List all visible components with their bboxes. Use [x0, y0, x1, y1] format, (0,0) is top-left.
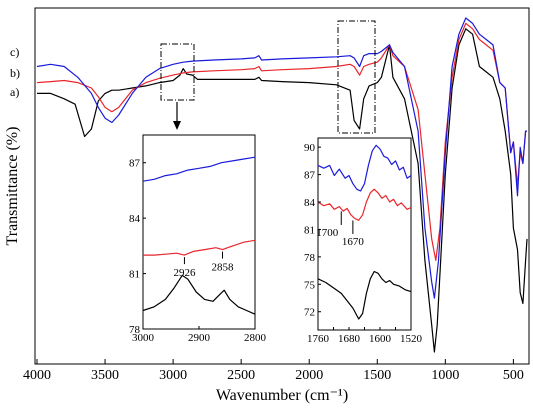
- inset-y-tick-label: 81: [304, 224, 315, 236]
- x-tick-label: 1500: [363, 368, 391, 383]
- annotation-label-1670: 1670: [342, 236, 365, 248]
- inset-y-tick-label: 72: [304, 307, 315, 319]
- highlight-box-carbonyl-region: [337, 20, 376, 134]
- inset-series-line: [142, 274, 256, 315]
- series-label-b: b): [10, 66, 20, 80]
- x-tick-label: 3000: [159, 368, 187, 383]
- series-label-a: a): [10, 85, 19, 99]
- inset-y-tick-label: 75: [304, 279, 316, 291]
- inset-x-tick-label: 2800: [244, 332, 267, 344]
- inset-ch-stretch: 3000 2900 2800 78 81 84 87 2926 2858: [129, 134, 267, 344]
- inset-y-tick-label: 84: [129, 213, 141, 225]
- series-line-c: [36, 17, 527, 299]
- inset-y-tick-label: 87: [129, 158, 141, 170]
- x-tick-label: 3500: [91, 368, 119, 383]
- highlight-box-ch-region: [160, 43, 195, 101]
- x-axis-label: Wavenumber (cm⁻¹): [216, 387, 348, 404]
- x-tick-label: 4000: [23, 368, 51, 383]
- inset-series-line: [142, 156, 256, 182]
- inset-series-line: [317, 188, 412, 221]
- zoom-arrow-head: [173, 121, 181, 130]
- inset-x-tick-label: 1520: [400, 333, 423, 345]
- x-tick-label: 2500: [227, 368, 255, 383]
- inset-y-tick-label: 81: [129, 269, 140, 281]
- inset-y-tick-label: 84: [304, 197, 316, 209]
- series-line-a: [37, 28, 528, 353]
- inset-y-tick-label: 87: [304, 170, 316, 182]
- inset-series-line: [317, 144, 412, 192]
- main-series-group: [36, 17, 528, 353]
- x-tick-label: 1000: [431, 368, 459, 383]
- inset-y-tick-label: 78: [304, 252, 316, 264]
- inset-y-tick-label: 78: [129, 324, 141, 336]
- plot-frame: [34, 7, 530, 365]
- annotation-label-1700: 1700: [316, 227, 339, 239]
- x-tick-label: 2000: [295, 368, 323, 383]
- inset-x-tick-label: 2900: [188, 332, 211, 344]
- x-tick-label: 500: [503, 368, 524, 383]
- y-axis-label: Transmittance (%): [4, 127, 21, 246]
- annotation-label-2858: 2858: [212, 262, 235, 274]
- x-axis-ticks: 4000 3500 3000 2500 2000 1500 1000 500: [23, 359, 524, 383]
- inset-x-tick-label: 3000: [132, 332, 155, 344]
- inset-x-tick-label: 1680: [338, 333, 361, 345]
- inset-series-line: [317, 270, 412, 320]
- series-label-c: c): [10, 45, 19, 59]
- annotation-label-2926: 2926: [173, 267, 196, 279]
- inset-x-tick-label: 1600: [369, 333, 392, 345]
- inset-frame: [317, 137, 412, 331]
- inset-y-tick-label: 90: [304, 142, 316, 154]
- inset-x-tick-label: 1760: [307, 333, 330, 345]
- series-line-b: [36, 22, 527, 261]
- inset-series-line: [143, 239, 256, 256]
- inset-frame: [142, 134, 256, 330]
